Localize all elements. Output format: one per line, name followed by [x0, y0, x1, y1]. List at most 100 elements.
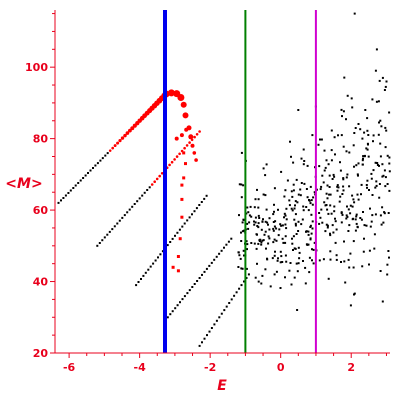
branch-point	[138, 197, 141, 200]
branch-point	[127, 128, 132, 133]
cloud-point	[346, 94, 349, 97]
cloud-point	[272, 227, 275, 230]
cloud-point	[388, 162, 391, 165]
cloud-point	[240, 240, 243, 242]
branch-point	[67, 192, 70, 194]
cloud-point	[302, 148, 305, 151]
cloud-point	[367, 143, 369, 146]
cloud-point	[377, 100, 380, 103]
branch-point	[215, 319, 218, 322]
branch-point	[64, 194, 67, 197]
cloud-point	[281, 237, 284, 240]
cloud-point	[250, 242, 253, 244]
cloud-point	[388, 156, 391, 159]
cloud-point	[388, 111, 391, 114]
branch-point	[198, 344, 201, 347]
cloud-point	[296, 270, 299, 273]
branch-point	[193, 283, 196, 285]
branch-point	[103, 236, 106, 239]
cloud-point	[305, 188, 308, 190]
cloud-point	[288, 199, 291, 202]
cloud-point	[349, 212, 352, 215]
branch-point	[157, 256, 159, 259]
cloud-point	[355, 222, 358, 225]
cloud-point	[245, 240, 248, 243]
cloud-point	[311, 134, 314, 137]
cloud-point	[371, 214, 374, 217]
cloud-point	[378, 164, 380, 167]
branch-point	[152, 262, 155, 265]
cap-point	[192, 151, 197, 155]
branch-point	[101, 239, 104, 242]
cloud-point	[240, 151, 243, 154]
branch-point	[158, 174, 161, 178]
cloud-point	[262, 218, 264, 221]
cloud-point	[298, 251, 301, 254]
cloud-point	[285, 260, 288, 263]
cloud-point	[317, 143, 320, 146]
cloud-point	[246, 243, 249, 246]
branch-point	[87, 172, 89, 174]
branch-point	[186, 292, 189, 295]
stray-red-point	[180, 197, 184, 201]
cloud-point	[347, 208, 350, 211]
cloud-point	[284, 254, 287, 257]
cloud-point	[378, 121, 380, 124]
cloud-point	[273, 225, 276, 228]
cloud-point	[310, 199, 313, 202]
cloud-point	[355, 164, 358, 167]
cloud-point	[291, 209, 294, 212]
branch-point	[72, 187, 75, 189]
branch-point	[120, 136, 125, 140]
cloud-point	[254, 216, 257, 219]
branch-point	[148, 186, 151, 189]
cloud-point	[267, 235, 270, 238]
branch-point	[227, 240, 230, 243]
cloud-point	[387, 212, 390, 214]
cloud-point	[375, 184, 378, 187]
cloud-point	[248, 221, 251, 224]
cloud-point	[273, 203, 275, 206]
cloud-point	[240, 231, 242, 234]
cloud-point	[326, 184, 329, 187]
branch-point	[106, 233, 109, 236]
branch-point	[200, 201, 203, 203]
cloud-point	[241, 230, 244, 233]
cloud-point	[375, 48, 378, 51]
cloud-point	[360, 183, 363, 186]
cloud-point	[303, 182, 306, 185]
cloud-point	[381, 76, 384, 79]
cloud-point	[292, 161, 295, 164]
branch-point	[92, 167, 94, 169]
cloud-point	[291, 242, 294, 245]
cloud-point	[273, 273, 276, 276]
cloud-point	[295, 262, 298, 265]
cloud-point	[349, 252, 352, 255]
cloud-point	[326, 226, 329, 229]
branch-point	[98, 242, 101, 244]
branch-point	[126, 211, 129, 214]
cloud-point	[324, 166, 327, 169]
cloud-point	[266, 258, 269, 261]
cloud-point	[240, 196, 243, 199]
stray-red-point	[180, 215, 184, 219]
cloud-point	[277, 257, 279, 260]
cloud-point	[268, 237, 271, 240]
cloud-point	[366, 179, 369, 182]
branch-point	[104, 154, 107, 157]
cloud-point	[361, 159, 364, 162]
cap-point	[188, 134, 194, 140]
cloud-point	[257, 214, 260, 217]
branch-point	[198, 277, 201, 279]
cloud-point	[388, 170, 391, 173]
cloud-point	[368, 189, 370, 191]
cloud-point	[331, 178, 334, 180]
cloud-point	[354, 127, 357, 129]
cloud-point	[332, 173, 335, 176]
cloud-point	[362, 157, 364, 160]
cloud-point	[374, 161, 377, 164]
branch-point	[225, 243, 228, 246]
cloud-point	[311, 248, 313, 251]
cloud-point	[334, 217, 336, 220]
cloud-point	[324, 204, 327, 207]
